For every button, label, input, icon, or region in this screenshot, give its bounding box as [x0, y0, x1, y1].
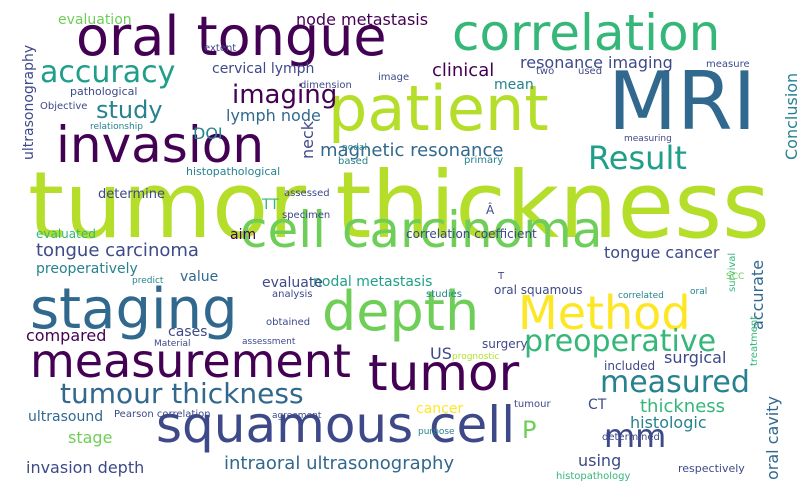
word-ultrasound: ultrasound: [28, 409, 104, 425]
word-lymph-node: lymph node: [226, 106, 321, 125]
word-tumour-thickness: tumour thickness: [60, 377, 304, 410]
word-oral: oral: [690, 287, 708, 297]
word-tongue-carcinoma: tongue carcinoma: [36, 240, 199, 261]
word-measuring: measuring: [624, 134, 672, 144]
word-specimen: specimen: [282, 210, 331, 221]
word-nodal-metastasis: nodal metastasis: [313, 274, 433, 290]
word-evaluation: evaluation: [58, 12, 132, 28]
word-ct: CT: [588, 397, 607, 413]
word-neck: neck: [298, 120, 317, 159]
word-measure: measure: [706, 59, 750, 70]
word-cervical-lymph: cervical lymph: [212, 61, 315, 77]
word-invasion-depth: invasion depth: [26, 458, 145, 477]
word-oral-squamous: oral squamous: [494, 283, 583, 297]
word-used: used: [578, 66, 603, 77]
word-included: included: [604, 359, 656, 373]
word-tumor: tumor: [368, 344, 520, 402]
word-surgery: surgery: [482, 337, 528, 351]
word-cancer: cancer: [416, 401, 464, 417]
word-assessment: assessment: [242, 337, 296, 347]
word-primary: primary: [464, 155, 504, 166]
word-clinical: clinical: [432, 60, 495, 81]
word-mri: MRI: [608, 55, 757, 148]
word-doi: DOI: [193, 124, 223, 143]
word-predict: predict: [132, 276, 164, 286]
word-obtained: obtained: [266, 317, 311, 328]
word-aim: aim: [230, 227, 257, 243]
word-result: Result: [588, 139, 687, 177]
word-compared: compared: [26, 326, 107, 345]
word-surgical: surgical: [664, 348, 727, 367]
word-resonance-imaging: resonance imaging: [520, 53, 673, 72]
word-mean: mean: [494, 77, 534, 93]
word-mm: mm: [604, 417, 667, 455]
word-tongue-cancer: tongue cancer: [604, 243, 720, 262]
word-studies: studies: [426, 289, 462, 300]
word-two: two: [536, 66, 555, 77]
word-intraoral-ultrasonography: intraoral ultrasonography: [224, 453, 455, 474]
word-oral-cavity: oral cavity: [763, 396, 782, 480]
word-correlation: correlation: [452, 4, 721, 62]
word-staging: staging: [30, 277, 238, 342]
word-squamous-cell: squamous cell: [156, 396, 516, 454]
word-preoperatively: preoperatively: [36, 261, 138, 277]
word-depth: depth: [322, 280, 480, 343]
word-cases: cases: [168, 324, 208, 340]
word-purpose: purpose: [418, 427, 455, 437]
word-prognostic: prognostic: [452, 352, 500, 362]
word-cell-carcinoma: cell carcinoma: [240, 201, 603, 259]
word-assessed: assessed: [284, 188, 330, 199]
word-p: P: [522, 416, 537, 444]
word-correlation-coefficient: correlation coefficient: [406, 227, 537, 241]
word-dimension: dimension: [300, 80, 352, 91]
word-using: using: [578, 451, 622, 470]
word-oral-tongue: oral tongue: [76, 5, 387, 68]
word-determined: determined: [602, 432, 660, 443]
word-method: Method: [518, 286, 691, 340]
word-invasion: invasion: [56, 116, 265, 174]
word-treatment: treatment: [749, 315, 760, 366]
word-stage: stage: [68, 428, 113, 447]
word-image: image: [378, 72, 410, 83]
word-relationship: relationship: [90, 122, 143, 132]
word-nodal: nodal: [342, 143, 367, 153]
word-tumor-thickness: tumor thickness: [28, 152, 770, 259]
word-value: value: [180, 269, 219, 285]
word-preoperative: preoperative: [524, 324, 717, 359]
word-t: T: [498, 271, 505, 282]
word-conclusion: Conclusion: [782, 72, 800, 160]
word-respectively: respectively: [678, 462, 745, 475]
word-evaluated: evaluated: [36, 227, 96, 241]
word-ultrasonography: ultrasonography: [21, 44, 37, 160]
word-patient: patient: [328, 72, 549, 145]
word-us: US: [430, 344, 452, 363]
word-based: based: [338, 156, 369, 167]
word-imaging: imaging: [232, 80, 338, 110]
word-tumour: tumour: [514, 399, 551, 410]
word-accuracy: accuracy: [40, 55, 176, 90]
word-tt: TT: [262, 197, 279, 213]
word-scc: SCC: [726, 272, 745, 282]
word-correlated: correlated: [618, 291, 664, 301]
word-glyph-79: Â: [486, 203, 495, 217]
word-histopathology: histopathology: [556, 471, 631, 482]
word-agreement: agreement: [272, 411, 322, 421]
word-material: Material: [154, 339, 191, 349]
word-magnetic-resonance: magnetic resonance: [320, 140, 504, 161]
word-pearson-correlation: Pearson correlation: [114, 409, 211, 420]
word-measured: measured: [600, 365, 750, 400]
word-evaluate: evaluate: [262, 275, 323, 291]
word-measurement: measurement: [30, 334, 351, 388]
word-analysis: analysis: [272, 289, 313, 300]
word-extent: extent: [204, 43, 237, 54]
word-objective: Objective: [40, 101, 88, 112]
word-node-metastasis: node metastasis: [296, 10, 429, 29]
word-histopathological: histopathological: [186, 165, 281, 178]
word-determine: determine: [98, 187, 165, 202]
word-histologic: histologic: [630, 413, 707, 432]
word-thickness: thickness: [640, 396, 726, 417]
word-study: study: [96, 96, 163, 124]
word-pathological: pathological: [70, 85, 138, 98]
